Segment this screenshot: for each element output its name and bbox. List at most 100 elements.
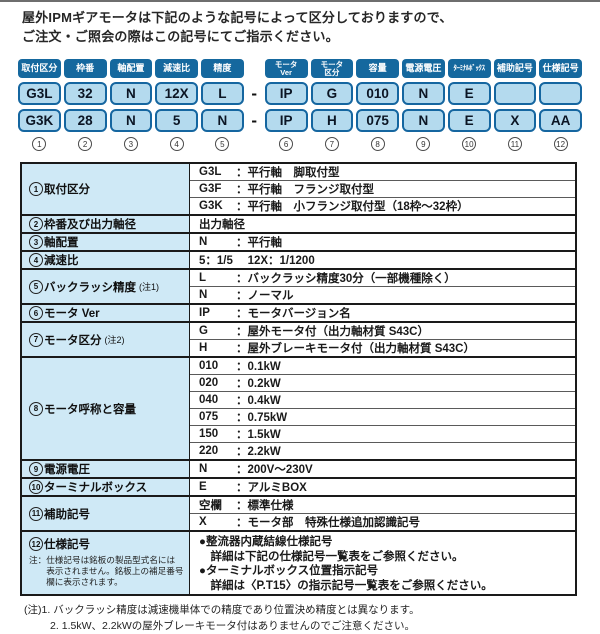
code-value-row1: 12X [155,82,198,105]
circled-number: 11 [29,507,43,521]
circled-number: 5 [29,280,43,294]
value-desc: ：平行軸 [236,234,282,250]
code-header-box: 補助記号 [494,59,537,78]
circled-number: 3 [29,235,43,249]
value-code: 010 [199,360,236,372]
spec-row-label-text: 仕様記号 [44,536,90,552]
value-desc: ：平行軸 フランジ取付型 [236,181,374,197]
circled-number: 7 [325,137,339,151]
circled-number: 3 [124,137,138,151]
value-desc: ：200V～230V [236,461,313,477]
code-dash-row1: - [247,82,262,105]
code-value-row2: H [311,109,354,132]
value-code: G [199,325,236,337]
circled-number: 4 [170,137,184,151]
value-line: 040：0.4kW [199,392,575,408]
value-desc: ：0.75kW [236,409,287,425]
code-header-label: Ver [280,69,292,77]
page-top-rule [0,0,600,2]
code-header-box: 容量 [356,59,399,78]
spec-row-value: N：ノーマル [190,287,577,305]
code-value-row1 [494,82,537,105]
spec-row-label-footnote: 注：仕様記号は銘板の製品型式名には 表示されません。銘板上の補足番号 欄に表示さ… [29,555,189,588]
spec-row-value: 5：1/5 12X：1/1200 [190,251,577,269]
code-header-box: ﾀｰﾐﾅﾙﾎﾞｯｸｽ [448,59,491,78]
value-line: G：屋外モータ付（出力軸材質 S43C） [199,323,575,339]
spec-row-value: ●整流器内蔵結線仕様記号 詳細は下記の仕様記号一覧表をご参照ください。●ターミナ… [190,531,577,595]
code-header-label: 区分 [324,69,339,77]
circled-number: 4 [29,253,43,267]
value-desc: ：標準仕様 [236,497,294,513]
spec-row-label-note: (注2) [105,333,125,346]
value-desc: ：ノーマル [236,287,294,303]
note-line: 欄に表示されます。 [29,577,189,588]
spec-row-value: G3L：平行軸 脚取付型 [190,163,577,181]
code-value-row1: G3L [18,82,61,105]
value-code: 220 [199,445,236,457]
circled-number: 10 [29,480,43,494]
code-dash-row2: - [247,109,262,132]
value-line: 075：0.75kW [199,409,575,425]
code-value-row2: N [201,109,244,132]
circled-number: 12 [554,137,568,151]
spec-row-label-text: モータ Ver [44,305,100,321]
value-code: X [199,516,236,528]
footnote-line: 2.1.5kW、2.2kWの屋外ブレーキモータ付はありませんのでご注意ください。 [50,619,600,634]
code-value-row2: 28 [64,109,107,132]
footnotes: (注)1.バックラッシ精度は減速機単体での精度であり位置決め精度とは異なります。… [24,603,600,634]
code-header-label: 取付区分 [21,64,57,74]
code-value-row2: 5 [155,109,198,132]
value-desc: ：0.2kW [236,375,281,391]
spec-detail-lines: ●整流器内蔵結線仕様記号 詳細は下記の仕様記号一覧表をご参照ください。●ターミナ… [199,535,575,593]
circled-number: 6 [29,306,43,320]
value-code: N [199,463,236,475]
footnote-text: 1.5kW、2.2kWの屋外ブレーキモータ付はありませんのでご注意ください。 [62,619,415,634]
spec-row-label-text: 取付区分 [44,181,90,197]
spec-row-value: 075：0.75kW [190,409,577,426]
spec-row-value: 020：0.2kW [190,375,577,392]
value-line: G3L：平行軸 脚取付型 [199,164,575,180]
value-text: 出力軸径 [199,219,245,231]
spec-row-value: N：200V～230V [190,460,577,478]
spec-row-value: L：バックラッシ精度30分（一部機種除く） [190,269,577,287]
circled-number: 1 [32,137,46,151]
spec-row-value: 空欄：標準仕様 [190,496,577,514]
value-code: G3K [199,200,236,212]
spec-row-label-note: (注1) [139,280,159,293]
code-value-row2: G3K [18,109,61,132]
code-value-row1: G [311,82,354,105]
value-code: 040 [199,394,236,406]
circled-number: 1 [29,182,43,196]
note-line: 注：仕様記号は銘板の製品型式名には [29,555,189,566]
circled-number: 9 [29,462,43,476]
code-header-label: 補助記号 [497,64,533,74]
spec-row-value: H：屋外ブレーキモータ付（出力軸材質 S43C） [190,340,577,358]
footnote-prefix: (注)1. [24,603,50,619]
value-line: N：ノーマル [199,287,575,303]
